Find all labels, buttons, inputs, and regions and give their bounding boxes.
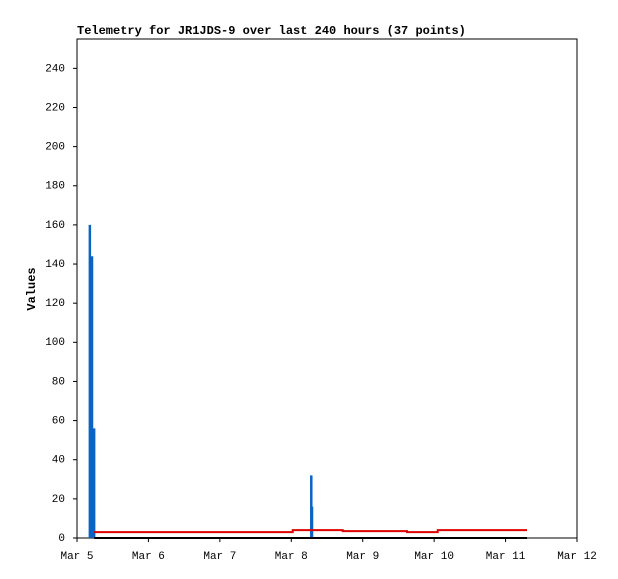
- series-line: [94, 529, 527, 534]
- x-tick-label: Mar 10: [414, 551, 454, 563]
- y-tick-label: 160: [45, 220, 65, 232]
- y-tick-label: 0: [58, 533, 65, 545]
- x-tick-label: Mar 11: [486, 551, 526, 563]
- x-tick-label: Mar 8: [275, 551, 308, 563]
- x-tick-label: Mar 5: [60, 551, 93, 563]
- x-tick-label: Mar 12: [557, 551, 597, 563]
- y-tick-label: 220: [45, 102, 65, 114]
- x-tick-label: Mar 6: [132, 551, 165, 563]
- y-tick-label: 80: [52, 376, 65, 388]
- x-tick-label: Mar 7: [203, 551, 236, 563]
- y-tick-label: 20: [52, 494, 65, 506]
- y-tick-label: 60: [52, 415, 65, 427]
- y-tick-label: 40: [52, 455, 65, 467]
- chart-title: Telemetry for JR1JDS-9 over last 240 hou…: [77, 24, 466, 38]
- y-tick-label: 180: [45, 181, 65, 193]
- plot-frame: [76, 38, 578, 539]
- x-tick-label: Mar 9: [346, 551, 379, 563]
- y-tick-label: 120: [45, 298, 65, 310]
- y-tick-label: 200: [45, 142, 65, 154]
- y-axis-label: Values: [25, 267, 39, 310]
- y-tick-label: 140: [45, 259, 65, 271]
- y-tick-label: 240: [45, 63, 65, 75]
- y-tick-label: 100: [45, 337, 65, 349]
